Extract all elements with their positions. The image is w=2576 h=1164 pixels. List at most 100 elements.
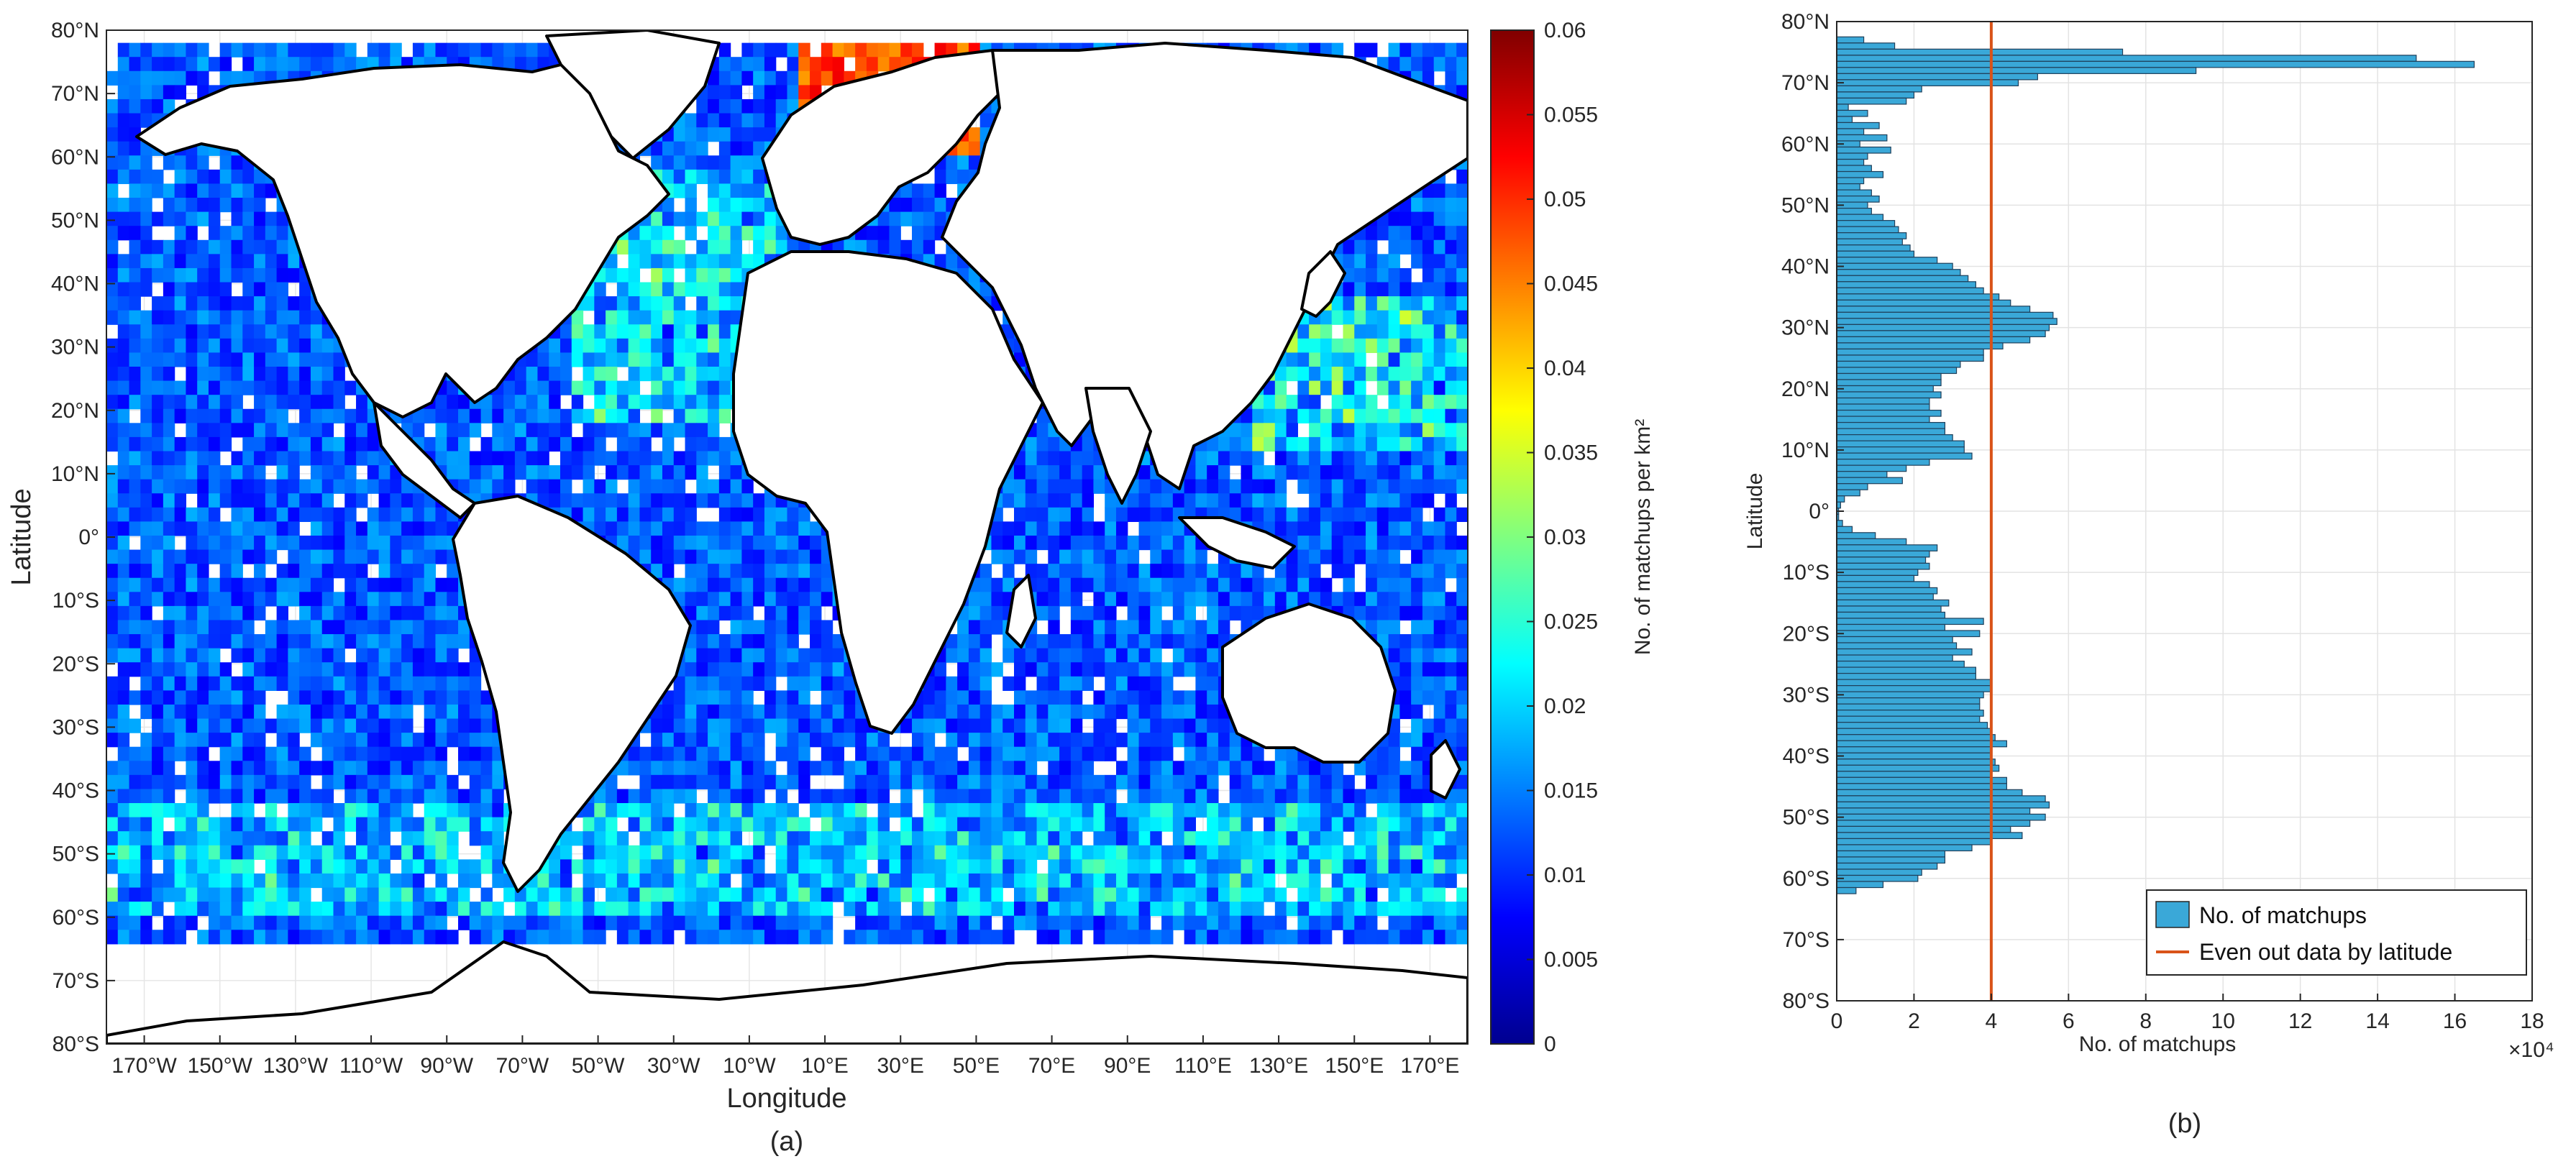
heatmap-cell bbox=[106, 549, 119, 564]
heatmap-cell bbox=[424, 521, 437, 536]
heatmap-cell bbox=[696, 605, 708, 621]
heatmap-cell bbox=[1297, 577, 1310, 592]
heatmap-cell bbox=[140, 267, 152, 283]
heatmap-cell bbox=[775, 648, 788, 663]
heatmap-cell bbox=[276, 352, 288, 367]
heatmap-cell bbox=[163, 324, 175, 339]
heatmap-cell bbox=[1376, 423, 1389, 438]
heatmap-cell bbox=[174, 57, 187, 72]
heatmap-cell bbox=[1366, 465, 1378, 480]
heatmap-cell bbox=[1388, 42, 1400, 58]
heatmap-cell bbox=[549, 465, 561, 480]
heatmap-cell bbox=[129, 366, 141, 382]
heatmap-cell bbox=[764, 226, 777, 241]
heatmap-cell bbox=[390, 592, 402, 607]
heatmap-cell bbox=[310, 465, 323, 480]
heatmap-cell bbox=[1195, 564, 1207, 579]
heatmap-cell bbox=[1422, 296, 1435, 311]
heatmap-cell bbox=[741, 605, 754, 621]
heatmap-cell bbox=[321, 662, 334, 677]
heatmap-cell bbox=[1286, 521, 1298, 536]
heatmap-cell bbox=[186, 395, 198, 410]
heatmap-cell bbox=[276, 57, 288, 72]
heatmap-cell bbox=[1331, 395, 1344, 410]
heatmap-cell bbox=[163, 436, 175, 452]
heatmap-cell bbox=[276, 436, 288, 452]
heatmap-cell bbox=[174, 408, 187, 423]
heatmap-cell bbox=[628, 338, 641, 354]
heatmap-cell bbox=[753, 493, 765, 508]
heatmap-cell bbox=[390, 648, 402, 663]
heatmap-cell bbox=[208, 521, 221, 536]
heatmap-cell bbox=[424, 592, 437, 607]
heatmap-cell bbox=[321, 408, 334, 423]
heatmap-cell bbox=[197, 380, 209, 395]
heatmap-cell bbox=[310, 648, 323, 663]
heatmap-cell bbox=[1025, 465, 1038, 480]
heatmap-cell bbox=[673, 155, 686, 170]
heatmap-cell bbox=[356, 493, 368, 508]
heatmap-cell bbox=[730, 226, 742, 241]
heatmap-cell bbox=[1354, 338, 1366, 354]
heatmap-cell bbox=[685, 113, 697, 128]
heatmap-cell bbox=[367, 605, 380, 621]
heatmap-cell bbox=[730, 648, 742, 663]
heatmap-cell bbox=[1252, 408, 1264, 423]
heatmap-cell bbox=[174, 239, 187, 255]
heatmap-cell bbox=[1376, 507, 1389, 522]
heatmap-cell bbox=[219, 634, 232, 649]
heatmap-cell bbox=[435, 408, 447, 423]
heatmap-cell bbox=[616, 282, 629, 297]
heatmap-cell bbox=[1195, 577, 1207, 592]
heatmap-cell bbox=[152, 436, 164, 452]
heatmap-cell bbox=[1082, 648, 1095, 663]
heatmap-cell bbox=[174, 605, 187, 621]
heatmap-cell bbox=[333, 535, 345, 551]
heatmap-cell bbox=[276, 592, 288, 607]
heatmap-cell bbox=[186, 436, 198, 452]
heatmap-cell bbox=[1115, 648, 1128, 663]
heatmap-cell bbox=[265, 239, 278, 255]
heatmap-cell bbox=[718, 57, 731, 72]
heatmap-cell bbox=[299, 57, 311, 72]
heatmap-cell bbox=[1138, 620, 1151, 635]
heatmap-cell bbox=[1411, 620, 1423, 635]
heatmap-cell bbox=[163, 183, 175, 198]
heatmap-cell bbox=[639, 366, 652, 382]
heatmap-cell bbox=[628, 423, 641, 438]
heatmap-cell bbox=[1252, 605, 1264, 621]
heatmap-cell bbox=[1399, 479, 1412, 494]
heatmap-cell bbox=[1422, 198, 1435, 213]
heatmap-cell bbox=[1456, 70, 1468, 86]
heatmap-cell bbox=[708, 352, 720, 367]
heatmap-cell bbox=[356, 605, 368, 621]
heatmap-cell bbox=[1445, 564, 1457, 579]
heatmap-cell bbox=[1082, 436, 1095, 452]
heatmap-cell bbox=[1218, 605, 1230, 621]
heatmap-cell bbox=[1025, 436, 1038, 452]
heatmap-cell bbox=[367, 451, 380, 466]
heatmap-cell bbox=[1059, 507, 1072, 522]
heatmap-cell bbox=[1354, 521, 1366, 536]
heatmap-cell bbox=[242, 254, 255, 269]
heatmap-cell bbox=[718, 169, 731, 185]
heatmap-cell bbox=[1036, 521, 1049, 536]
heatmap-cell bbox=[1161, 493, 1174, 508]
heatmap-cell bbox=[1127, 535, 1140, 551]
heatmap-cell bbox=[1411, 648, 1423, 663]
heatmap-cell bbox=[1354, 592, 1366, 607]
heatmap-cell bbox=[1274, 479, 1287, 494]
heatmap-cell bbox=[186, 267, 198, 283]
heatmap-cell bbox=[1105, 521, 1117, 536]
heatmap-cell bbox=[979, 620, 992, 635]
heatmap-cell bbox=[1366, 620, 1378, 635]
heatmap-cell bbox=[1218, 451, 1230, 466]
heatmap-cell bbox=[1093, 465, 1105, 480]
heatmap-cell bbox=[1445, 423, 1457, 438]
heatmap-cell bbox=[753, 535, 765, 551]
heatmap-cell bbox=[1115, 549, 1128, 564]
heatmap-cell bbox=[231, 267, 243, 283]
heatmap-cell bbox=[1343, 267, 1355, 283]
heatmap-cell bbox=[991, 549, 1003, 564]
heatmap-cell bbox=[276, 564, 288, 579]
